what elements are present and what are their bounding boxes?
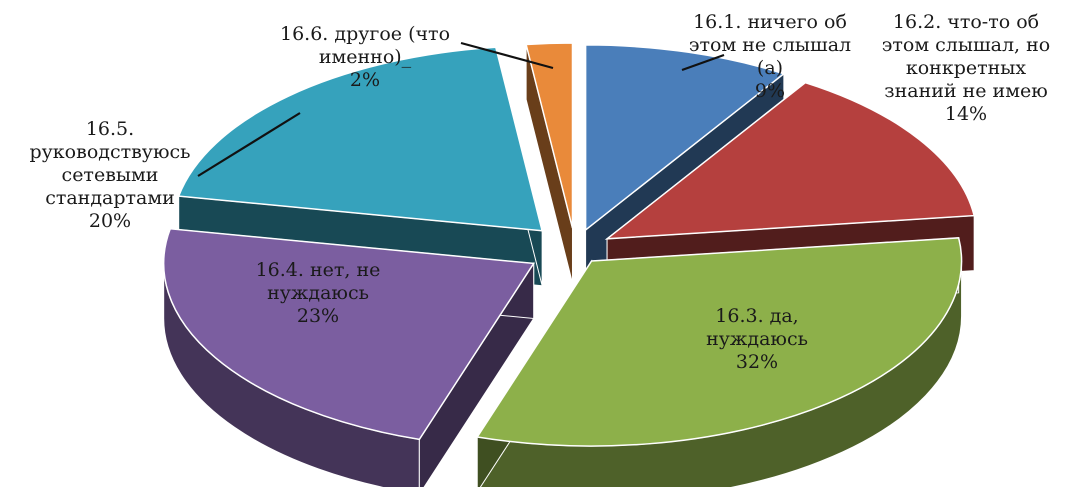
- leader-line-1: [681, 53, 725, 72]
- slice-label-3: 16.3. да, нуждаюсь 32%: [706, 305, 808, 373]
- slice-value-6: 2%: [350, 69, 380, 91]
- slice-label-line: 16.5.: [86, 118, 134, 140]
- pie-slice-4: [162, 227, 535, 487]
- leader-line-6: [460, 41, 554, 70]
- pie-slice-top: [604, 81, 976, 240]
- leader-line-5: [197, 112, 301, 177]
- slice-value-2: 14%: [945, 103, 987, 125]
- slice-label-line: 16.3. да,: [715, 305, 798, 327]
- pie-slice-top: [162, 227, 535, 441]
- slice-label-line: именно)_: [319, 46, 412, 68]
- slice-label-line: этом слышал, но: [882, 34, 1051, 56]
- slice-value-1: 9%: [755, 80, 785, 102]
- pie-slice-top: [177, 46, 544, 232]
- slice-label-line: конкретных: [906, 57, 1027, 79]
- slice-label-line: этом не слышал: [689, 34, 851, 56]
- slice-label-line: (а): [757, 57, 783, 79]
- slice-label-1: 16.1. ничего об этом не слышал (а) 9%: [689, 11, 851, 102]
- pie-slice-3: [475, 237, 963, 487]
- slice-value-3: 32%: [736, 351, 778, 373]
- slice-label-line: нуждаюсь: [706, 328, 808, 350]
- slice-label-line: сетевыми: [62, 164, 159, 186]
- slice-label-line: стандартами: [45, 187, 175, 209]
- pie-slice-6: [525, 42, 574, 284]
- slice-label-5: 16.5. руководствуюсь сетевыми стандартами 20…: [29, 118, 190, 232]
- slice-label-line: 16.4. нет, не: [256, 259, 381, 281]
- slice-label-line: 16.1. ничего об: [693, 11, 847, 33]
- slice-label-6: 16.6. другое (что именно)_ 2%: [280, 23, 450, 91]
- pie-slice-top: [525, 42, 574, 229]
- slice-label-line: нуждаюсь: [267, 282, 369, 304]
- slice-label-4: 16.4. нет, не нуждаюсь 23%: [256, 259, 381, 327]
- slice-label-line: знаний не имею: [884, 80, 1048, 102]
- slice-value-4: 23%: [297, 305, 339, 327]
- slice-label-line: руководствуюсь: [29, 141, 190, 163]
- slice-label-line: 16.2. что-то об: [893, 11, 1039, 33]
- pie-slice-top: [584, 44, 786, 232]
- slice-label-line: 16.6. другое (что: [280, 23, 450, 45]
- slice-value-5: 20%: [89, 210, 131, 232]
- pie-slice-top: [475, 237, 963, 447]
- slice-label-2: 16.2. что-то об этом слышал, но конкретных…: [882, 11, 1051, 125]
